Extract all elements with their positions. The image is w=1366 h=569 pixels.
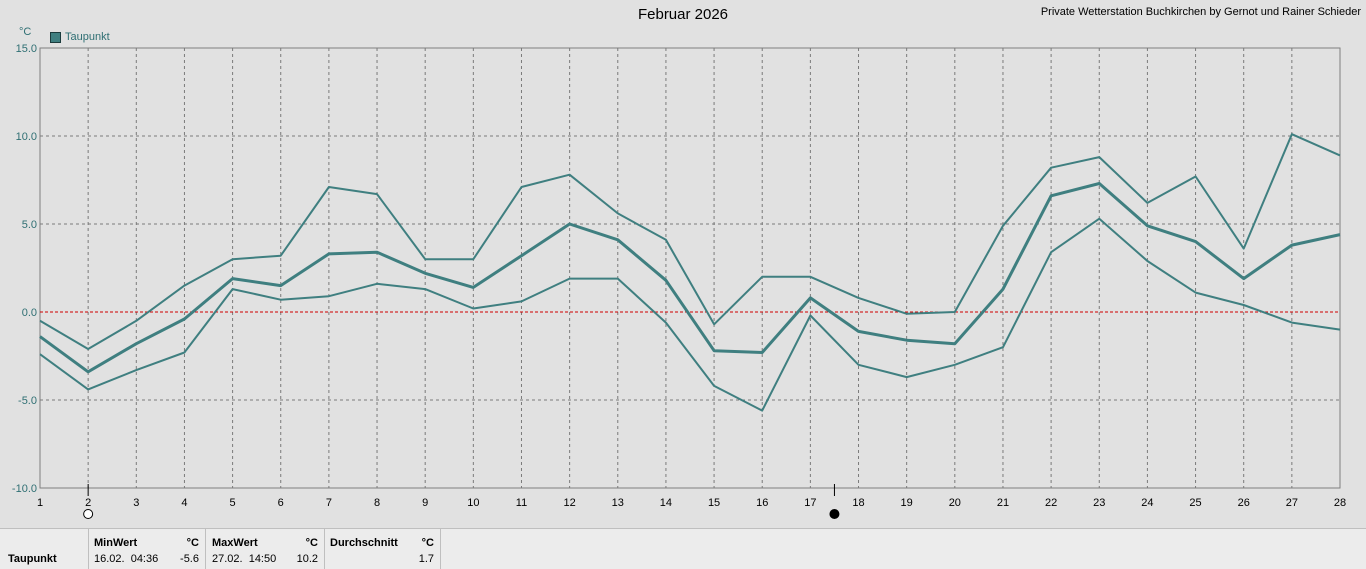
x-tick-label: 7 [326, 497, 332, 509]
max-unit: °C [305, 537, 318, 549]
legend-swatch [50, 31, 61, 43]
x-tick-label: 3 [133, 497, 139, 509]
chart-title: Februar 2026 [637, 6, 729, 23]
x-tick-label: 13 [612, 497, 624, 509]
x-tick-label: 20 [949, 497, 961, 509]
grid [40, 48, 1340, 488]
x-tick-label: 8 [374, 497, 380, 509]
x-tick-label: 11 [516, 497, 527, 509]
plot-area [39, 47, 1341, 489]
y-tick-label: 15.0 [16, 43, 37, 55]
min-unit: °C [186, 537, 199, 549]
legend-label: Taupunkt [65, 31, 110, 43]
x-tick-label: 27 [1286, 497, 1298, 509]
statistics-table: Taupunkt MinWert °C 16.02. 04:36 -5.6 Ma… [0, 528, 1366, 569]
x-tick-label: 22 [1045, 497, 1057, 509]
dewpoint-chart: 1 2 3 4 5 6 7 8 9 10 11 12 13 14 15 16 17 18 19 20 21 22 23 24 2… [12, 43, 1346, 519]
x-tick-label: 28 [1334, 497, 1346, 509]
legend: Taupunkt [50, 31, 110, 43]
avg-unit: °C [421, 537, 434, 549]
y-tick-label: 5.0 [22, 219, 37, 231]
x-tick-label: 21 [997, 497, 1009, 509]
x-tick-label: 12 [564, 497, 576, 509]
stats-min-cell: MinWert °C 16.02. 04:36 -5.6 [89, 529, 206, 569]
min-date: 16.02. 04:36 [94, 553, 159, 565]
x-axis: 1 2 3 4 5 6 7 8 9 10 11 12 13 14 15 16 17 18 19 20 21 22 23 24 2… [37, 497, 1346, 509]
y-axis: 15.0 10.0 5.0 0.0 -5.0 -10.0 [12, 43, 37, 495]
x-tick-label: 24 [1141, 497, 1153, 509]
y-axis-unit: °C [19, 26, 32, 38]
x-tick-label: 10 [467, 497, 479, 509]
series-line-avg [39, 182, 1341, 374]
stats-row-label: Taupunkt [8, 553, 57, 565]
stats-max-cell: MaxWert °C 27.02. 14:50 10.2 [206, 529, 325, 569]
x-tick-label: 5 [230, 497, 236, 509]
x-tick-label: 6 [278, 497, 284, 509]
x-tick-label: 23 [1093, 497, 1105, 509]
new-moon-icon [829, 509, 840, 519]
y-tick-label: -10.0 [12, 483, 37, 495]
y-tick-label: 10.0 [16, 131, 37, 143]
avg-value: 1.7 [418, 553, 434, 565]
max-date: 27.02. 14:50 [212, 553, 277, 565]
max-header: MaxWert [212, 537, 258, 549]
y-tick-label: -5.0 [18, 395, 37, 407]
stats-label-cell: Taupunkt [0, 529, 89, 569]
x-tick-label: 17 [804, 497, 816, 509]
max-value: 10.2 [296, 553, 318, 565]
x-tick-label: 16 [756, 497, 768, 509]
series-lines [39, 133, 1341, 412]
y-tick-label: 0.0 [22, 307, 37, 319]
x-tick-label: 19 [901, 497, 913, 509]
x-tick-label: 9 [422, 497, 428, 509]
x-tick-label: 18 [852, 497, 864, 509]
moon-phases [83, 484, 840, 519]
full-moon-icon [83, 509, 94, 519]
min-header: MinWert [94, 537, 138, 549]
min-value: -5.6 [180, 553, 199, 565]
x-tick-label: 2 [85, 497, 91, 509]
avg-header: Durchschnitt [330, 537, 398, 549]
x-tick-label: 4 [181, 497, 187, 509]
series-line-min [39, 217, 1341, 412]
x-tick-label: 25 [1189, 497, 1201, 509]
series-line-max [39, 133, 1341, 350]
x-tick-label: 15 [708, 497, 720, 509]
x-tick-label: 26 [1238, 497, 1250, 509]
station-credit: Private Wetterstation Buchkirchen by Ger… [1040, 6, 1361, 18]
x-tick-label: 14 [660, 497, 672, 509]
stats-avg-cell: Durchschnitt °C 1.7 [325, 529, 441, 569]
x-tick-label: 1 [37, 497, 43, 509]
